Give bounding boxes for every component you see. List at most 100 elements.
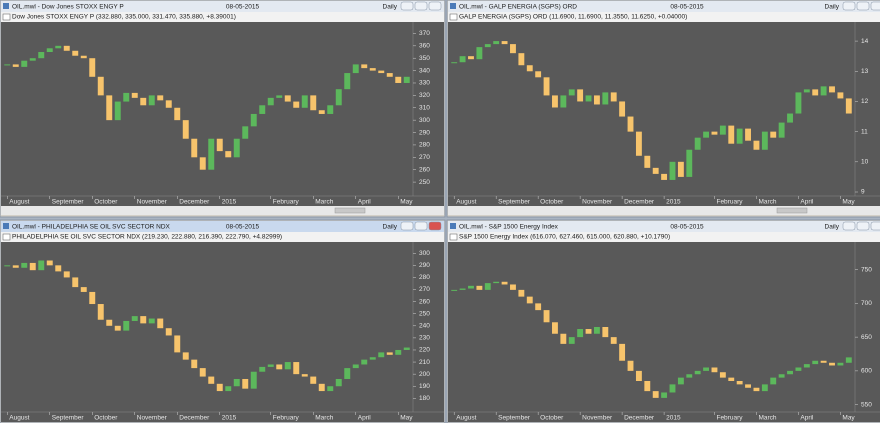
chart-window: OIL.mwl - PHILADELPHIA SE OIL SVC SECTOR…	[0, 219, 446, 423]
candle	[610, 337, 617, 344]
scrollbar[interactable]	[448, 206, 880, 215]
y-tick-label: 290	[419, 129, 430, 136]
close-button[interactable]	[428, 221, 442, 231]
info-icon	[2, 13, 11, 21]
maximize-button[interactable]	[856, 221, 870, 231]
candle	[669, 161, 676, 180]
candle	[451, 289, 458, 291]
candle	[72, 50, 79, 56]
candle	[745, 128, 751, 141]
window-title: OIL.mwl - Dow Jones STOXX ENGY P	[12, 4, 124, 11]
y-tick-label: 230	[419, 335, 430, 342]
candle	[635, 370, 642, 381]
y-tick-label: 270	[419, 154, 430, 161]
candle	[585, 95, 592, 102]
candle	[208, 376, 215, 384]
candle	[484, 44, 491, 48]
candle	[795, 367, 802, 371]
candle	[301, 374, 308, 377]
period: Daily	[383, 4, 398, 11]
window-icon	[450, 3, 456, 9]
window-icon	[3, 3, 9, 9]
maximize-button[interactable]	[414, 221, 428, 231]
maximize-button[interactable]	[414, 1, 428, 11]
candle	[267, 364, 274, 367]
candle	[577, 329, 584, 338]
candle	[114, 325, 121, 331]
candle	[80, 55, 87, 59]
candle	[12, 64, 19, 67]
chart-info: GALP ENERGIA (SGPS) ORD (11.6900, 11.690…	[459, 14, 687, 21]
candle	[829, 86, 835, 93]
candle	[719, 125, 726, 135]
minimize-button[interactable]	[842, 221, 856, 231]
candle	[55, 265, 62, 272]
x-tick-label: September	[498, 415, 531, 422]
y-tick-label: 250	[419, 179, 430, 186]
info-bar	[448, 232, 880, 242]
candle	[778, 122, 785, 138]
x-tick-label: February	[716, 199, 743, 206]
y-tick-label: 250	[419, 310, 430, 317]
y-tick-label: 260	[419, 298, 430, 305]
chart-info: Dow Jones STOXX ENGY P (332.880, 335.000…	[12, 14, 236, 21]
candle	[577, 89, 584, 102]
chart-info: S&P 1500 Energy Index (616.070, 627.460,…	[459, 234, 670, 241]
y-tick-label: 11	[861, 128, 868, 135]
minimize-button[interactable]	[400, 1, 414, 11]
plot-area	[1, 242, 444, 422]
candle	[38, 260, 45, 271]
candle	[352, 64, 359, 74]
x-tick-label: October	[540, 199, 564, 206]
candle	[386, 352, 393, 355]
candle	[97, 76, 104, 96]
candle	[395, 76, 402, 83]
x-tick-label: May	[842, 415, 855, 422]
x-tick-label: May	[400, 415, 413, 422]
candle	[803, 364, 810, 368]
scroll-thumb[interactable]	[334, 207, 366, 214]
candle	[267, 97, 274, 106]
maximize-button[interactable]	[856, 1, 870, 11]
x-tick-label: August	[9, 415, 29, 422]
scroll-thumb[interactable]	[776, 207, 808, 214]
candle	[778, 374, 785, 378]
candle	[510, 284, 516, 290]
candle	[276, 364, 283, 370]
candle	[543, 310, 550, 323]
candle	[97, 304, 104, 320]
scrollbar[interactable]	[1, 206, 444, 215]
candle	[378, 70, 385, 74]
x-tick-label: December	[179, 199, 210, 206]
candle	[803, 89, 810, 93]
candle	[250, 113, 257, 127]
y-tick-label: 750	[861, 266, 872, 273]
candle	[526, 296, 533, 304]
candle	[602, 327, 609, 338]
candle	[361, 64, 368, 69]
y-tick-label: 270	[419, 286, 430, 293]
candle	[293, 101, 300, 108]
candle	[233, 378, 240, 387]
close-button[interactable]	[870, 1, 880, 11]
close-button[interactable]	[428, 1, 442, 11]
candle	[837, 92, 844, 99]
candle	[301, 95, 308, 108]
candle	[344, 368, 351, 379]
candle	[327, 386, 334, 392]
candle	[29, 58, 36, 61]
close-button[interactable]	[870, 221, 880, 231]
info-icon	[449, 233, 458, 241]
minimize-button[interactable]	[842, 1, 856, 11]
candle	[493, 41, 500, 45]
candle	[677, 161, 684, 177]
candle	[369, 68, 376, 71]
candle	[148, 95, 155, 106]
candle	[736, 128, 743, 144]
y-tick-label: 190	[419, 383, 430, 390]
candle	[770, 131, 777, 138]
candle	[459, 56, 466, 63]
candle	[293, 362, 300, 375]
minimize-button[interactable]	[400, 221, 414, 231]
x-tick-label: November	[137, 415, 168, 422]
